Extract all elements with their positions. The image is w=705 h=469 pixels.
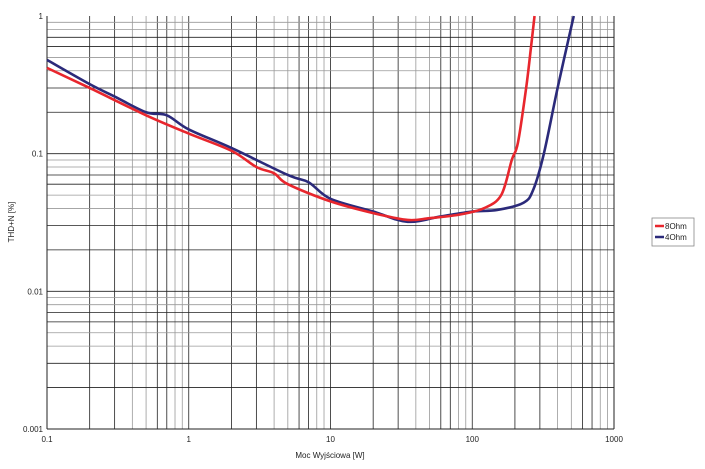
x-tick-label: 100 (466, 435, 480, 444)
y-tick-label: 0.001 (23, 425, 44, 434)
legend-label-8ohm: 8Ohm (665, 222, 687, 231)
y-tick-label: 1 (39, 12, 44, 21)
y-axis-label: THD+N [%] (7, 202, 16, 243)
legend-label-4ohm: 4Ohm (665, 233, 687, 242)
x-axis-label: Moc Wyjściowa [W] (295, 451, 364, 460)
x-tick-label: 0.1 (41, 435, 53, 444)
legend: 8Ohm 4Ohm (651, 217, 695, 247)
x-tick-label: 1000 (605, 435, 623, 444)
series-line-4ohm (46, 15, 576, 224)
series-lines (46, 15, 576, 224)
x-tick-label: 1 (187, 435, 192, 444)
grid (46, 16, 615, 430)
x-tick-label: 10 (326, 435, 335, 444)
series-line-8ohm (46, 15, 536, 222)
tick-labels: 0.1 1 10 100 1000 0.001 0.01 0.1 1 (23, 12, 623, 444)
y-tick-label: 0.01 (27, 287, 43, 296)
y-tick-label: 0.1 (32, 150, 44, 159)
